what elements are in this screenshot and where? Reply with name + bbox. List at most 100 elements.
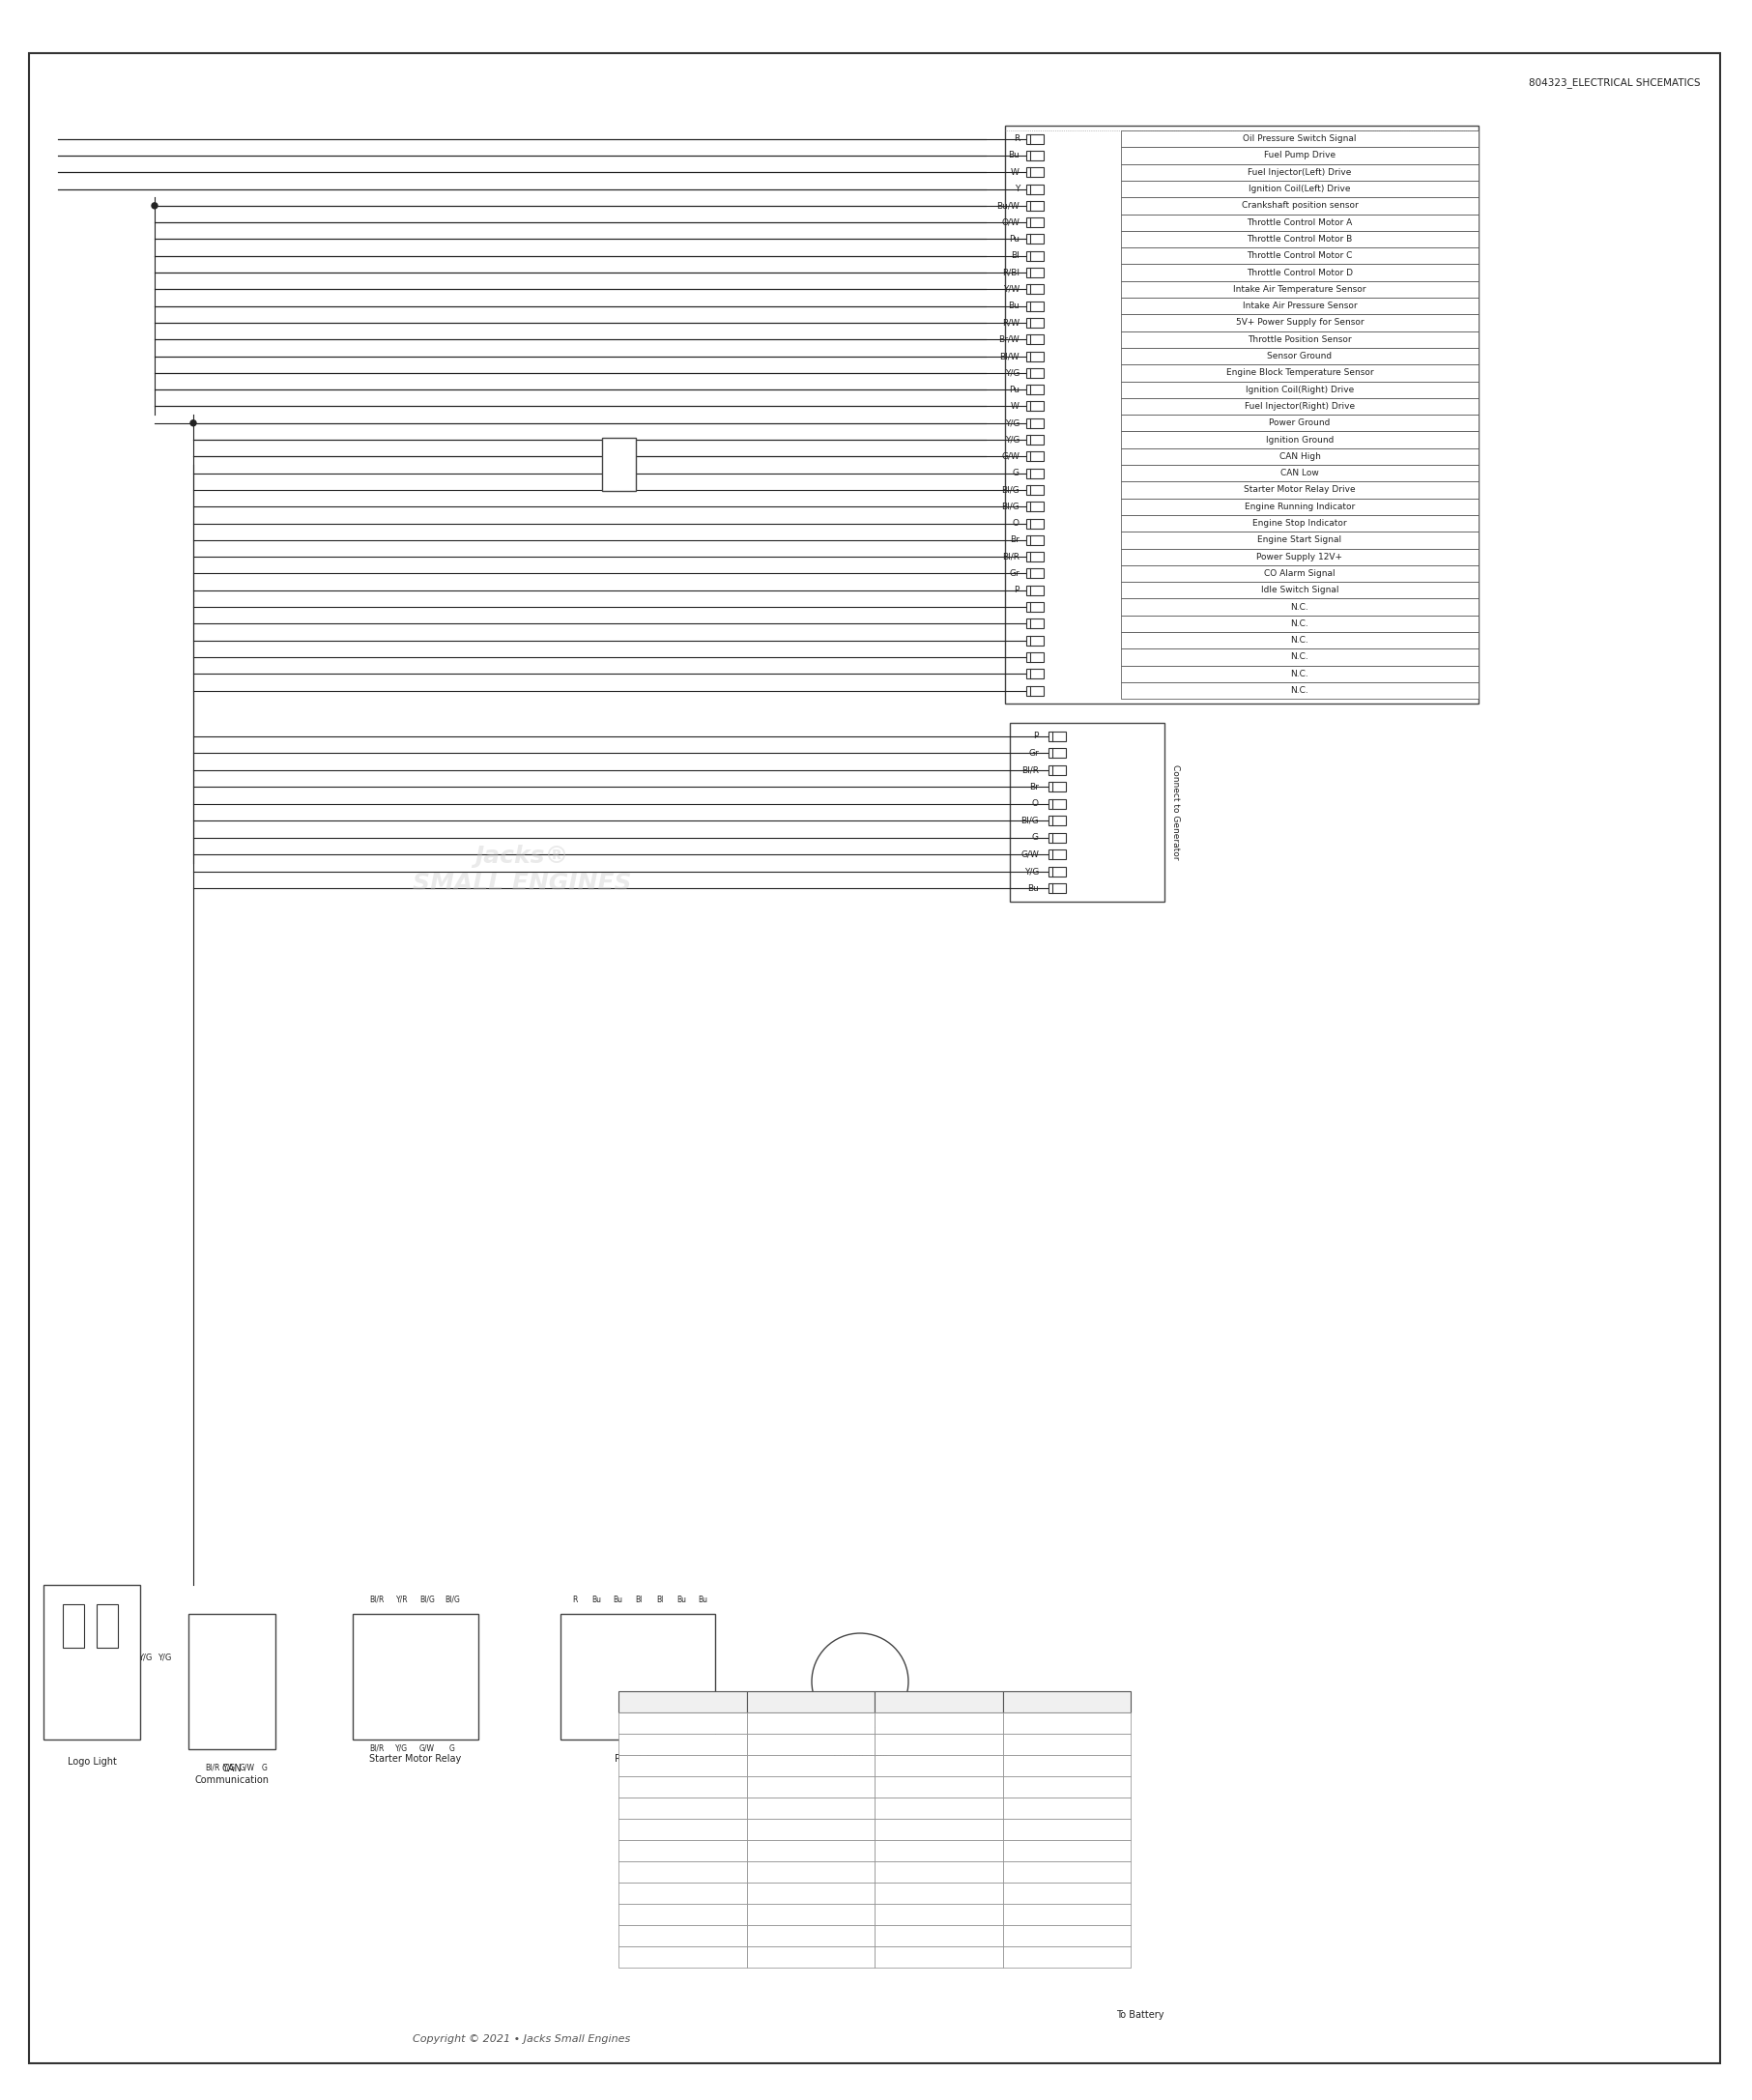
Text: G/W: G/W (240, 1764, 256, 1772)
Text: Y: Y (936, 1741, 941, 1749)
Text: Y/G: Y/G (224, 1764, 237, 1772)
Text: Y/W: Y/W (675, 1953, 690, 1961)
Text: Bl/W: Bl/W (673, 1804, 692, 1812)
Bar (874, 1777, 1002, 1798)
Text: O: O (1013, 519, 1020, 527)
Text: Throttle Control Motor C: Throttle Control Motor C (1247, 252, 1353, 260)
Text: R/W: R/W (1002, 319, 1020, 328)
Text: Bu: Bu (1007, 302, 1020, 311)
Bar (874, 1735, 1002, 1756)
Text: Y: Y (1014, 185, 1020, 193)
Text: Blue/White: Blue/White (1042, 1783, 1090, 1791)
Bar (1121, 248, 1479, 265)
Text: White: White (797, 1718, 823, 1728)
Text: Gr: Gr (1009, 569, 1020, 578)
Text: Jacks®
SMALL ENGINES: Jacks® SMALL ENGINES (412, 844, 631, 895)
Text: Power Ground: Power Ground (1268, 418, 1330, 428)
Text: Bl: Bl (636, 1596, 643, 1604)
Text: Bu: Bu (676, 1596, 687, 1604)
Text: Y/G: Y/G (138, 1653, 152, 1661)
Bar (1027, 536, 1044, 544)
Bar (189, 1615, 275, 1749)
Bar (746, 1861, 874, 1882)
Text: N.C.: N.C. (1291, 620, 1309, 628)
Text: G: G (263, 1764, 268, 1772)
Text: P: P (1034, 733, 1039, 741)
Text: Bl: Bl (98, 1653, 105, 1661)
Bar (352, 1615, 478, 1739)
Bar (1121, 349, 1479, 365)
Text: Purple: Purple (1053, 1867, 1081, 1875)
Text: Bl/R: Bl/R (675, 1825, 692, 1833)
Text: 804323_ELECTRICAL SHCEMATICS: 804323_ELECTRICAL SHCEMATICS (1529, 78, 1701, 88)
Bar (1027, 235, 1044, 244)
Text: N.C.: N.C. (1291, 636, 1309, 645)
Bar (1048, 731, 1065, 741)
Bar (874, 1690, 1002, 1711)
Text: Bl/R: Bl/R (1021, 766, 1039, 775)
Bar (1027, 401, 1044, 412)
Bar (618, 1756, 746, 1777)
Bar (1121, 598, 1479, 615)
Bar (618, 1861, 746, 1882)
Text: Br: Br (1028, 783, 1039, 792)
Bar (618, 1735, 746, 1756)
Bar (1027, 134, 1044, 143)
Circle shape (191, 420, 196, 426)
Text: CAN High: CAN High (1279, 452, 1321, 460)
Text: Charge Coil: Charge Coil (832, 1749, 887, 1760)
Text: Y/G: Y/G (1004, 418, 1020, 428)
Bar (1027, 687, 1044, 695)
Text: W: W (678, 1718, 687, 1728)
Text: Bl: Bl (657, 1596, 664, 1604)
Bar (746, 1840, 874, 1861)
Text: Ignition Ground: Ignition Ground (1265, 435, 1333, 443)
Text: Green/White: Green/White (1039, 1825, 1095, 1833)
Bar (561, 1615, 715, 1739)
Text: Bl: Bl (678, 1867, 687, 1875)
Text: Black/White: Black/White (785, 1804, 837, 1812)
Text: Engine Stop Indicator: Engine Stop Indicator (1253, 519, 1347, 527)
Text: Bl: Bl (1011, 252, 1020, 260)
Text: CO Alarm Signal: CO Alarm Signal (1265, 569, 1335, 578)
Bar (1027, 586, 1044, 594)
Text: Pu: Pu (1009, 384, 1020, 395)
Text: Pu: Pu (934, 1867, 944, 1875)
Text: Y/G: Y/G (158, 1653, 172, 1661)
Text: Ignition Coil(Right) Drive: Ignition Coil(Right) Drive (1246, 384, 1354, 395)
Bar (1027, 502, 1044, 512)
Bar (1027, 653, 1044, 662)
Text: Abbr. term: Abbr. term (913, 1697, 965, 1705)
Bar (618, 1711, 746, 1735)
Text: CAN Low: CAN Low (1281, 468, 1319, 477)
Bar (618, 1882, 746, 1905)
Bar (1121, 365, 1479, 382)
Text: Bu: Bu (592, 1596, 601, 1604)
Text: Bl/G: Bl/G (419, 1596, 434, 1604)
Bar (1027, 267, 1044, 277)
Text: Ignition Coil(Left) Drive: Ignition Coil(Left) Drive (1249, 185, 1351, 193)
Text: N.C.: N.C. (1291, 603, 1309, 611)
Bar (874, 1947, 1002, 1968)
Text: Br/W: Br/W (929, 1888, 950, 1898)
Bar (1121, 281, 1479, 298)
Text: Y/W: Y/W (1002, 286, 1020, 294)
Bar (746, 1819, 874, 1840)
Text: G: G (1013, 468, 1020, 477)
Bar (1027, 485, 1044, 496)
Text: Brown: Brown (1053, 1932, 1081, 1940)
Bar (1027, 620, 1044, 628)
Bar (874, 1840, 1002, 1861)
Text: W: W (1011, 168, 1020, 176)
Bar (1027, 569, 1044, 578)
Bar (1048, 800, 1065, 808)
Text: Abbr. term: Abbr. term (657, 1697, 708, 1705)
Bar (1048, 817, 1065, 825)
Text: Yellow/Green: Yellow/Green (1039, 1718, 1095, 1728)
Text: Power Supply 12V+: Power Supply 12V+ (1256, 552, 1342, 561)
Bar (1121, 315, 1479, 332)
Bar (1121, 464, 1479, 481)
Text: Fuel Pump Drive: Fuel Pump Drive (1263, 151, 1335, 160)
Text: Bu/W: Bu/W (997, 202, 1020, 210)
Bar (1121, 130, 1479, 147)
